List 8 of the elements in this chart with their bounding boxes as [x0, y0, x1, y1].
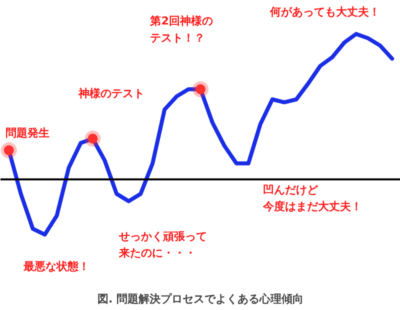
- text: 最悪な状態！: [22, 260, 90, 274]
- annotation: 凹んだけど今度はまだ大丈夫！: [262, 183, 362, 214]
- annotation: 第2回神様のテスト！？: [149, 14, 213, 45]
- text: 図. 問題解決プロセスでよくある心理傾向: [97, 292, 304, 306]
- annotation: 神様のテスト: [77, 87, 144, 100]
- annotation: 問題発生: [5, 126, 50, 140]
- text: 何があっても大丈夫！: [268, 6, 380, 19]
- annotation: せっかく頑張って来たのに・・・: [118, 230, 208, 260]
